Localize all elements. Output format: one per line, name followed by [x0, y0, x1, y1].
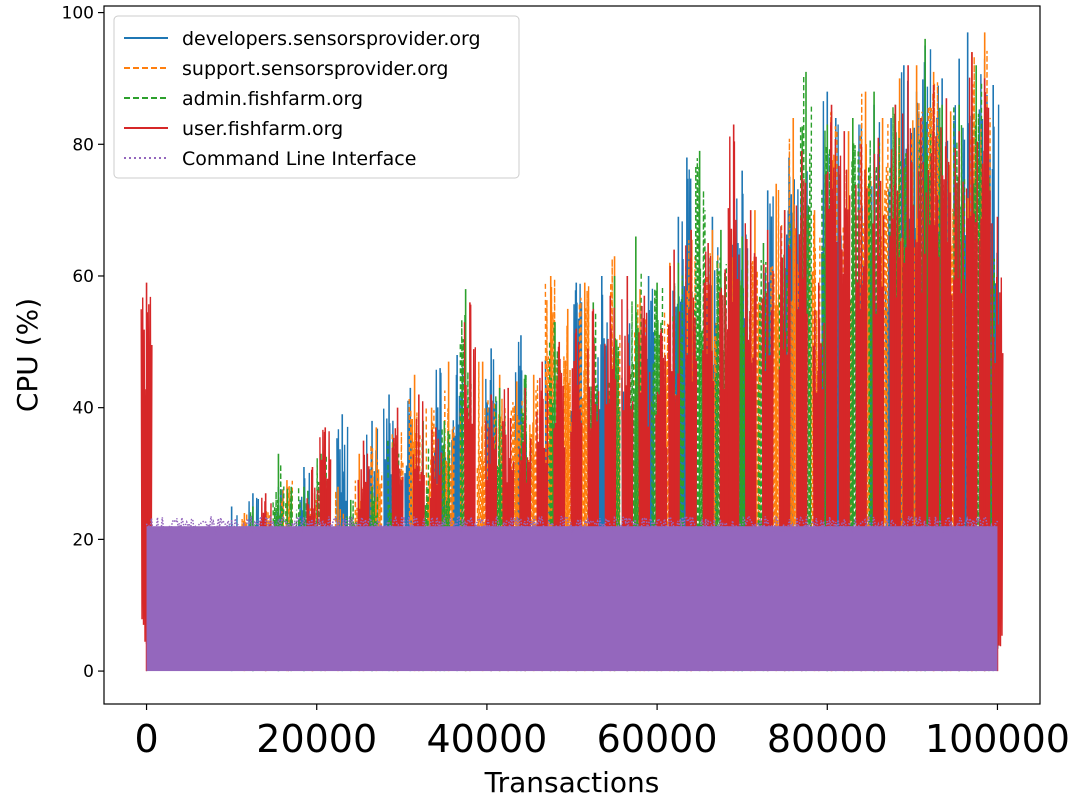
x-axis-label: Transactions	[484, 766, 660, 797]
y-axis-label: CPU (%)	[11, 298, 44, 412]
cli-band	[146, 526, 998, 672]
legend-entry: support.sensorsprovider.org	[182, 58, 448, 80]
x-tick-label: 20000	[256, 717, 377, 761]
legend-entry: admin.fishfarm.org	[182, 88, 363, 110]
x-tick-label: 80000	[767, 717, 888, 761]
axes-layer: 0 20 40 60 80 100 0 20000 40000 60000 80000 100000	[62, 4, 1070, 761]
legend-entry: developers.sensorsprovider.org	[182, 28, 481, 50]
legend-entry: Command Line Interface	[182, 148, 416, 170]
x-tick-label: 100000	[925, 717, 1070, 761]
x-tick-label: 60000	[597, 717, 718, 761]
series-cli	[145, 514, 999, 672]
y-tick-label: 80	[72, 135, 94, 155]
series-layer	[140, 32, 1004, 672]
y-tick-label: 0	[83, 662, 94, 682]
legend-frame	[113, 15, 520, 179]
x-tick-label: 0	[134, 717, 158, 761]
legend: developers.sensorsprovider.org support.se…	[113, 15, 520, 179]
plot-frame	[103, 5, 1041, 705]
y-tick-label: 40	[72, 399, 94, 419]
x-tick-label: 40000	[426, 717, 547, 761]
legend-entry: user.fishfarm.org	[182, 118, 343, 140]
cli-top-edge	[145, 514, 999, 536]
y-tick-label: 20	[72, 530, 94, 550]
y-tick-label: 60	[72, 267, 94, 287]
y-tick-label: 100	[62, 4, 94, 24]
